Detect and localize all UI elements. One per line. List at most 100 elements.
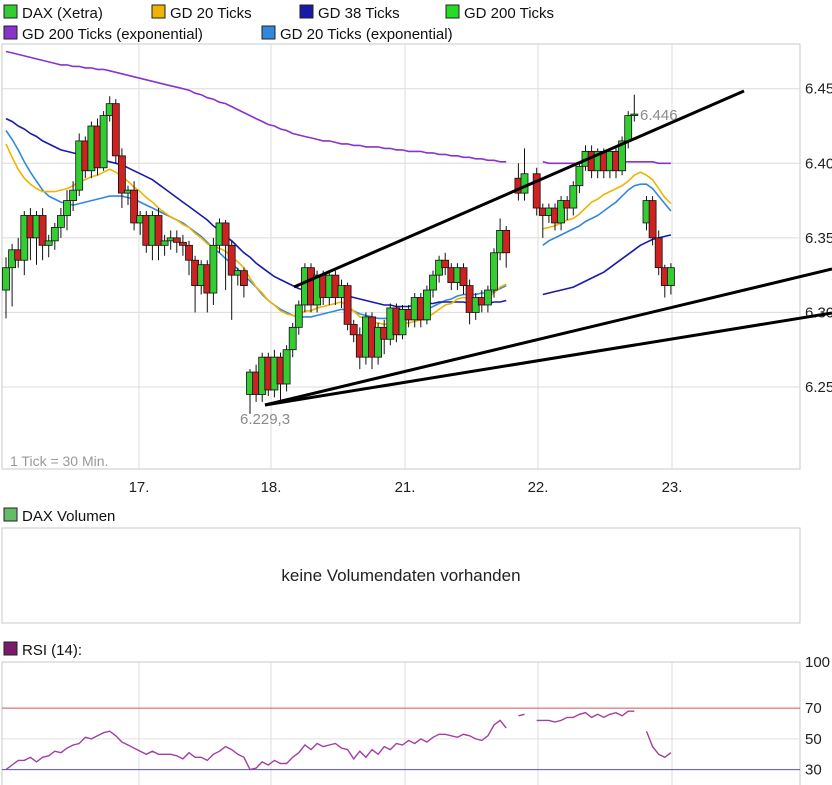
tick-interval-note: 1 Tick = 30 Min. [10,453,108,469]
legend-swatch-gd200 [445,4,460,19]
legend-item-gd200[interactable]: GD 200 Ticks [445,4,554,22]
trend-line-upper [293,89,745,289]
candle-body-up [57,215,65,228]
rsi-series-line [5,710,672,771]
candle-body-up [667,267,675,286]
candle-body-down [221,222,230,246]
candle [575,163,584,194]
legend-swatch-volume [3,507,18,522]
candle [654,230,663,276]
legend-label-dax: DAX (Xetra) [22,5,103,22]
candle-body-down [118,155,126,194]
candle [557,196,565,231]
candle-body-up [520,173,529,194]
trend-line-middle [264,267,832,407]
candle [483,285,492,313]
candle [532,167,541,216]
rsi-y-tick-label: 30 [805,762,822,779]
candle-body-down [227,244,236,276]
legend-item-gd20-exp[interactable]: GD 20 Ticks (exponential) [261,25,453,43]
rsi-panel: RSI (14): 100 70 50 30 [1,641,830,785]
legend-item-gd20[interactable]: GD 20 Ticks [151,4,252,22]
trend-lines [264,89,832,407]
annotation-high: 6.446 [640,107,678,124]
legend-label-gd200: GD 200 Ticks [464,5,554,22]
candle [185,240,193,276]
candle [343,282,352,331]
rsi-line [5,710,672,771]
candle-body-down [459,267,468,286]
candle [422,285,431,325]
candle [154,208,163,261]
candle [44,234,53,258]
legend-item-gd38[interactable]: GD 38 Ticks [299,4,400,22]
candle-body-up [63,200,71,216]
main-panel: 6.456.406.356.306.25 17. 18. 21. 22. 23. 6.4… [1,43,832,496]
candle [227,240,236,320]
main-x-tick-label: 18. [261,479,282,496]
main-x-tick-label: 21. [395,479,416,496]
rsi-y-axis: 100 70 50 30 [805,654,830,779]
rsi-y-tick-label: 70 [805,700,822,717]
candle-body-up [294,304,303,328]
legend-item-volume[interactable]: DAX Volumen [3,507,115,525]
volume-no-data-message: keine Volumendaten vorhanden [281,566,520,585]
candle-body-down [178,241,187,246]
legend-label-gd38: GD 38 Ticks [318,5,400,22]
candle [118,148,126,209]
main-y-tick-label: 6.25 [805,379,832,396]
candle [130,181,139,231]
legend-swatch-rsi [3,641,18,656]
candle [490,248,498,298]
legend-label-gd20-exp: GD 20 Ticks (exponential) [280,26,453,43]
candle [429,270,437,298]
candle [172,230,181,253]
candle [99,111,108,171]
candle [221,219,230,291]
trend-line-lower [264,311,832,407]
legend-swatch-gd20-exp [261,25,276,40]
candle-body-up [422,289,431,321]
legend-swatch-gd200-exp [3,25,18,40]
candle [57,208,65,238]
candle-body-down [648,200,657,239]
candle-body-up [99,115,108,169]
candle [502,225,511,268]
main-plot-area [1,43,801,470]
candle-body-up [557,200,565,224]
candle [160,234,169,256]
main-x-tick-label: 23. [662,479,683,496]
legend-item-gd200-exp[interactable]: GD 200 Ticks (exponential) [3,25,203,43]
legend-item-rsi[interactable]: RSI (14): [3,641,82,659]
legend-label-rsi: RSI (14): [22,642,82,659]
candlesticks [2,94,675,414]
volume-panel: DAX Volumen keine Volumendaten vorhanden [1,507,801,624]
legend-swatch-dax [3,4,18,19]
candle-body-down [349,323,358,336]
candle-body-up [50,227,59,242]
main-x-tick-label: 17. [129,479,150,496]
candle-body-down [111,103,120,157]
main-x-tick-label: 22. [528,479,549,496]
legend-item-dax[interactable]: DAX (Xetra) [3,4,103,22]
candle [374,322,383,365]
candle-body-up [2,267,10,291]
candle-body-up [569,185,578,209]
main-grid [2,44,800,469]
candle-body-up [630,113,639,116]
candle-body-up [160,240,169,246]
candle [239,267,248,298]
main-y-tick-label: 6.35 [805,230,832,247]
candle-body-up [624,115,633,142]
candle-body-up [282,349,291,385]
candle [209,237,218,305]
candle [630,94,639,122]
candle-body-up [398,309,407,336]
candle [111,99,120,164]
candle [398,304,407,340]
volume-plot-area [1,527,801,624]
candle-body-up [288,326,297,351]
candle [69,181,77,212]
candle-body-up [618,140,626,172]
candle-body-up [490,252,498,291]
